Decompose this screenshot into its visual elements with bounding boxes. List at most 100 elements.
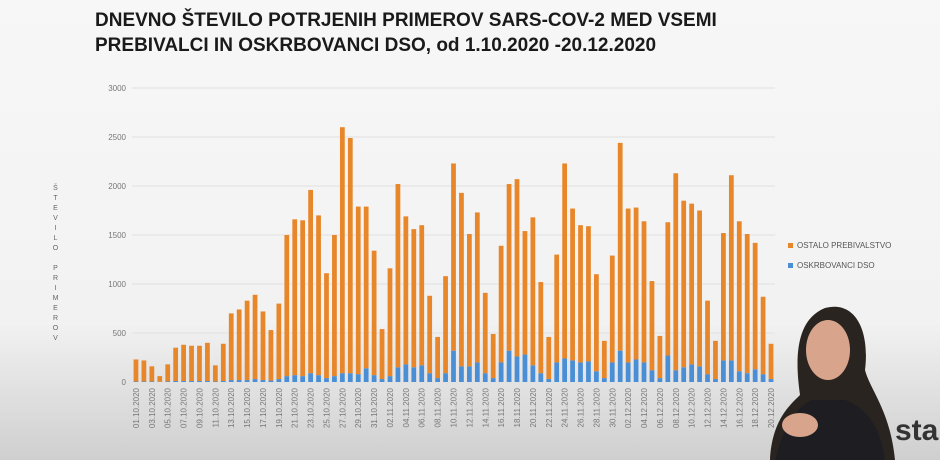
bar-segment — [713, 340, 718, 380]
bar-segment — [268, 330, 274, 381]
x-tick-label: 28.11.2020 — [592, 387, 601, 427]
x-tick-label: 27.10.2020 — [338, 387, 347, 428]
x-tick-label: 21.10.2020 — [291, 387, 300, 428]
bar-segment — [451, 163, 456, 351]
bar-segment — [292, 375, 298, 382]
bar-segment — [355, 374, 361, 382]
bar-segment — [673, 370, 679, 382]
x-tick-label: 29.10.2020 — [354, 387, 363, 428]
bar-segment — [324, 378, 329, 382]
bar-segment — [189, 345, 194, 382]
bar-segment — [562, 358, 568, 382]
bar-segment — [189, 381, 194, 382]
bar-segment — [538, 373, 544, 382]
bar-segment — [379, 329, 385, 380]
x-tick-label: 19.10.2020 — [275, 387, 284, 428]
bar-segment — [427, 373, 433, 382]
x-tick-label: 23.10.2020 — [307, 387, 316, 428]
bar-segment — [617, 142, 623, 351]
bar-segment — [403, 216, 409, 365]
x-tick-label: 10.12.2020 — [688, 387, 697, 428]
bar-segment — [236, 380, 242, 382]
x-tick-label: 11.10.2020 — [211, 387, 220, 427]
legend-swatch — [788, 263, 793, 268]
bar-segment — [752, 242, 758, 370]
bar-segment — [411, 229, 417, 368]
bar-segment — [697, 210, 702, 367]
bar-segment — [689, 364, 695, 382]
bar-segment — [728, 360, 734, 382]
bar-segment — [633, 207, 639, 360]
x-tick-label: 30.11.2020 — [608, 387, 617, 427]
bar-segment — [736, 221, 742, 372]
bar-segment — [371, 250, 377, 376]
bar-segment — [586, 226, 591, 362]
bar-segment — [689, 203, 695, 365]
y-tick-label: 3000 — [108, 84, 126, 93]
x-tick-label: 05.10.2020 — [164, 387, 173, 428]
x-tick-label: 25.10.2020 — [322, 387, 331, 428]
bar-segment — [657, 378, 663, 382]
bar-segment — [459, 366, 464, 382]
bar-segment — [205, 342, 210, 382]
bar-segment — [324, 273, 329, 379]
x-tick-label: 16.11.2020 — [497, 387, 506, 427]
bar-segment — [173, 347, 179, 382]
x-tick-label: 14.11.2020 — [481, 387, 490, 427]
x-tick-label: 08.12.2020 — [672, 387, 681, 428]
interpreter — [770, 306, 895, 460]
bar-segment — [379, 379, 385, 382]
x-tick-label: 04.12.2020 — [640, 387, 649, 428]
bar-segment — [752, 369, 758, 382]
bar-segment — [578, 362, 583, 382]
bar-segment — [228, 313, 234, 381]
bar-segment — [578, 225, 583, 363]
x-tick-label: 16.12.2020 — [735, 387, 744, 428]
bar-segment — [236, 309, 242, 381]
bar-segment — [641, 362, 647, 382]
bar-segment — [594, 371, 599, 382]
bar-segment — [514, 356, 520, 382]
bar-segment — [482, 292, 488, 374]
x-tick-label: 13.10.2020 — [227, 387, 236, 428]
x-tick-label: 01.10.2020 — [132, 387, 141, 428]
bar-segment — [260, 380, 266, 382]
bar-segment — [197, 345, 202, 382]
bar-segment — [673, 173, 679, 371]
bar-segment — [498, 362, 504, 382]
bar-segment — [220, 381, 226, 382]
x-tick-label: 31.10.2020 — [370, 387, 379, 428]
x-tick-label: 20.11.2020 — [529, 387, 538, 427]
bar-segment — [157, 376, 163, 382]
bar-segment — [705, 300, 710, 375]
bar-segment — [474, 212, 480, 363]
bar-segment — [570, 360, 575, 382]
bar-segment — [308, 189, 313, 374]
bar-segment — [284, 376, 290, 382]
bar-segment — [316, 375, 321, 382]
legend-swatch — [788, 243, 793, 248]
bar-segment — [419, 365, 425, 382]
bar-segment — [141, 360, 147, 382]
bar-segment — [165, 364, 171, 382]
bar-segment — [347, 137, 353, 374]
chart-title: DNEVNO ŠTEVILO POTRJENIH PRIMEROV SARS-C… — [95, 9, 717, 31]
bar-segment — [435, 378, 441, 382]
y-tick-label: 2500 — [108, 133, 126, 142]
bar-segment — [332, 235, 337, 377]
y-tick-label: 500 — [113, 329, 127, 338]
y-tick-label: 1500 — [108, 231, 126, 240]
bar-segment — [506, 184, 512, 351]
bar-segment — [466, 366, 472, 382]
bar-segment — [387, 376, 393, 382]
bar-segment — [252, 294, 258, 380]
bar-segment — [490, 333, 496, 379]
bar-segment — [228, 380, 234, 382]
x-tick-label: 02.12.2020 — [624, 387, 633, 428]
bar-segment — [601, 378, 607, 382]
logo: sta — [895, 414, 939, 447]
bar-segment — [181, 381, 186, 382]
bar-segment — [609, 255, 615, 363]
